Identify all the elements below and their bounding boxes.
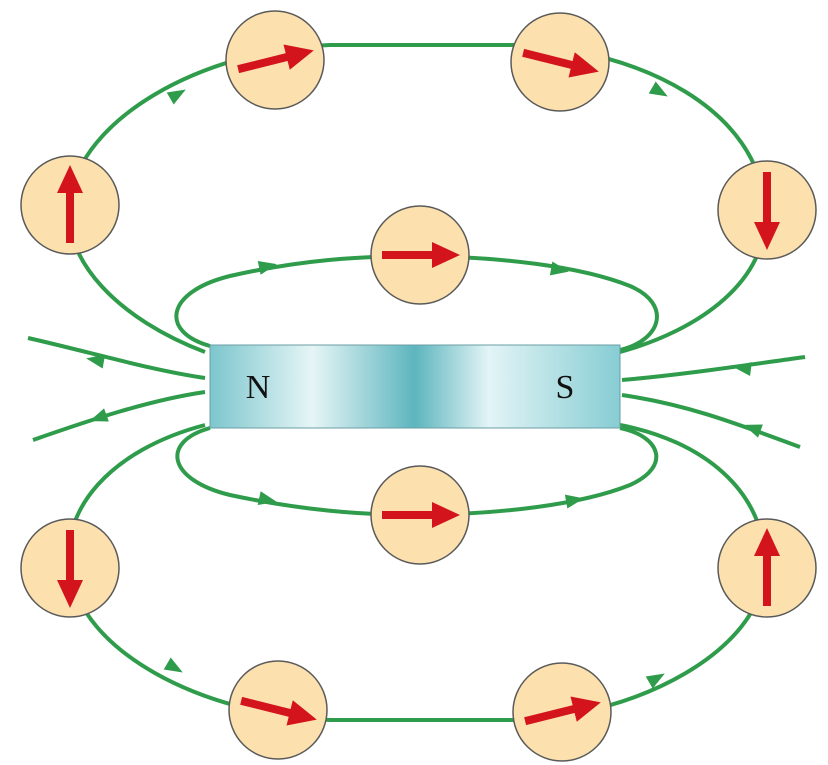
south-label: S: [556, 369, 575, 406]
bar-magnet: N S: [209, 344, 621, 429]
north-label: N: [246, 369, 271, 406]
